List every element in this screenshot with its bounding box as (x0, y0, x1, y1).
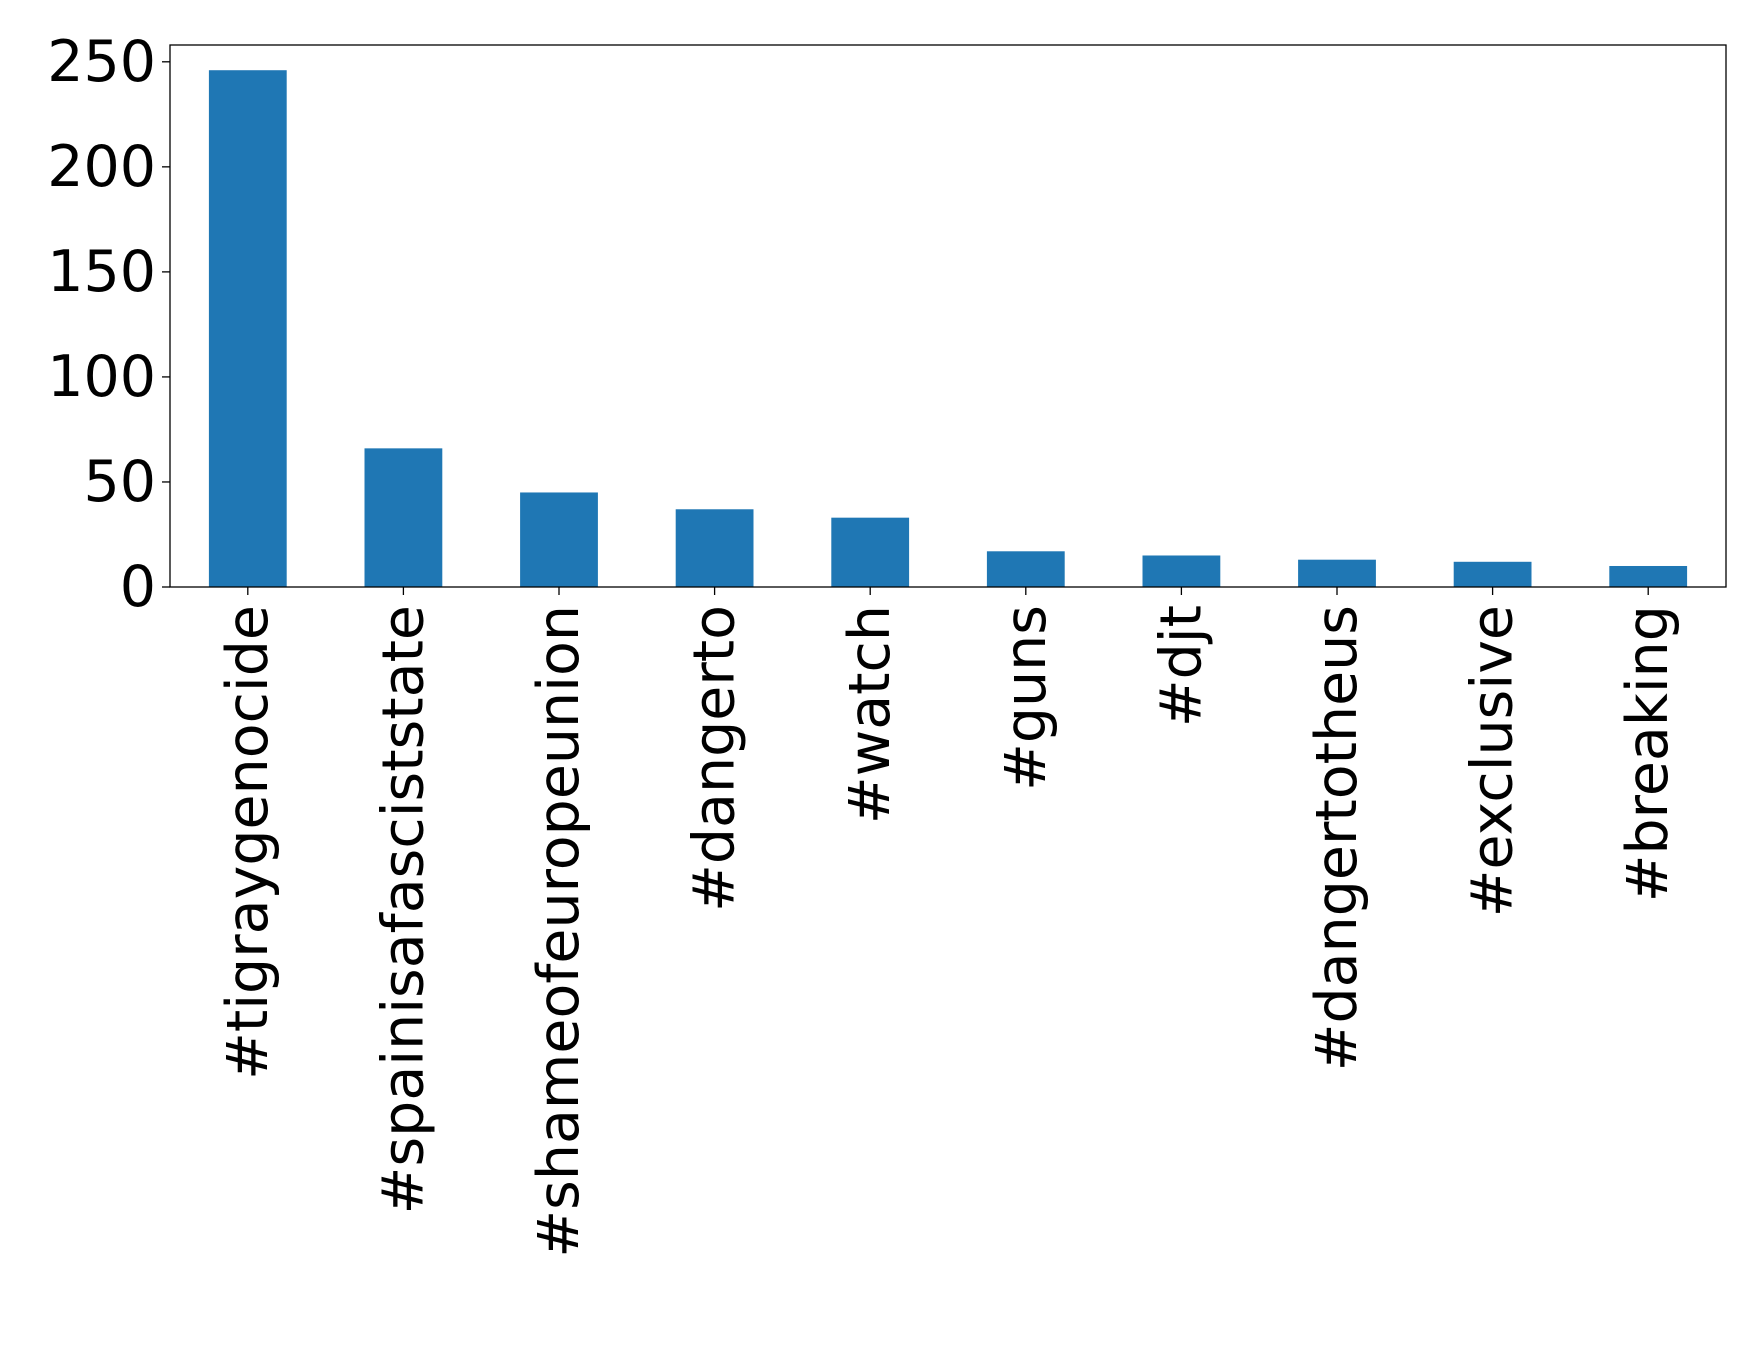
bar (520, 492, 598, 587)
x-tick-label: #shameofeuropeunion (526, 605, 592, 1258)
bar (1453, 561, 1532, 587)
y-tick-label: 100 (47, 344, 156, 410)
y-tick-label: 200 (47, 134, 156, 200)
plot-frame (169, 44, 1727, 588)
bar (986, 551, 1065, 587)
x-tick-label: #guns (993, 605, 1059, 791)
bar (1142, 555, 1221, 587)
bar (208, 70, 287, 588)
x-tick-label: #spainisafasciststate (370, 605, 436, 1214)
y-tick-label: 0 (120, 554, 156, 620)
y-tick-label: 250 (47, 29, 156, 95)
x-tick-label: #breaking (1615, 605, 1681, 902)
bar (831, 517, 910, 587)
y-tick-label: 50 (83, 449, 156, 515)
x-tick-label: #tigraygenocide (215, 605, 281, 1080)
y-axis: 0 50 100 150 200 250 (47, 29, 170, 620)
bar (1298, 559, 1376, 587)
x-tick-label: #djt (1148, 605, 1214, 727)
bar (675, 509, 754, 587)
x-tick-label: #watch (837, 605, 903, 824)
x-tick-label: #exclusive (1460, 605, 1526, 917)
bar (364, 448, 443, 587)
bar (1609, 565, 1688, 587)
x-tick-label: #dangertotheus (1304, 605, 1370, 1071)
x-tick-label: #dangerto (682, 605, 748, 912)
x-axis: #tigraygenocide #spainisafasciststate #sha… (215, 587, 1681, 1258)
bars-layer (208, 70, 1688, 588)
y-tick-label: 150 (47, 239, 156, 305)
